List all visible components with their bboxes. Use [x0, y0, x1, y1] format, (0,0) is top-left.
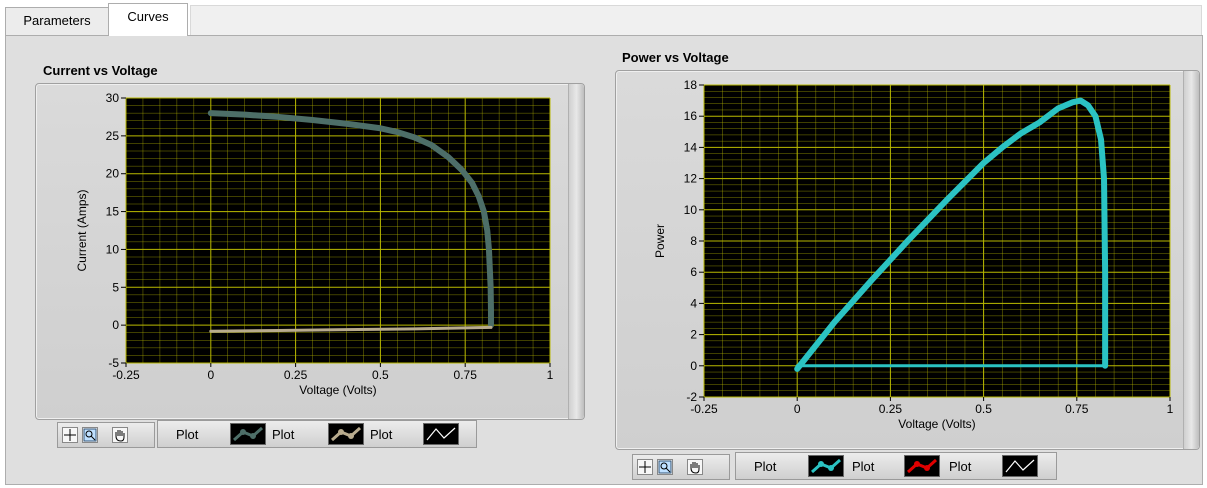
plot-style-teal-icon[interactable] — [230, 423, 266, 445]
tab-strip-background — [190, 5, 1202, 37]
iv-graph-frame — [35, 83, 585, 420]
iv-plot-legend: Plot Plot Plot — [157, 420, 477, 448]
iv-legend-label-1: Plot — [176, 427, 199, 442]
pv-graph-frame-rail — [1183, 71, 1199, 449]
pan-hand-icon[interactable] — [687, 459, 703, 475]
plot-style-line-icon[interactable] — [423, 423, 459, 445]
iv-legend-label-3: Plot — [370, 427, 393, 442]
iv-graph-frame-rail — [568, 84, 584, 419]
tab-curves[interactable]: Curves — [108, 3, 188, 36]
pv-legend-label-1: Plot — [754, 459, 777, 474]
plot-style-line-icon[interactable] — [1002, 455, 1038, 477]
iv-graph-title: Current vs Voltage — [43, 63, 158, 78]
pv-legend-label-3: Plot — [949, 459, 972, 474]
tab-parameters[interactable]: Parameters — [5, 7, 109, 35]
pv-plot-legend: Plot Plot Plot — [735, 452, 1057, 480]
cursor-move-icon[interactable] — [62, 427, 78, 443]
plot-style-cyan-icon[interactable] — [808, 455, 844, 477]
pv-graph-palette — [632, 454, 730, 480]
zoom-icon[interactable] — [82, 427, 98, 443]
plot-style-tan-icon[interactable] — [328, 423, 364, 445]
pv-graph-title: Power vs Voltage — [622, 50, 729, 65]
iv-graph-palette — [57, 422, 155, 448]
pv-legend-label-2: Plot — [852, 459, 875, 474]
plot-style-red-icon[interactable] — [904, 455, 940, 477]
pv-graph-frame — [615, 70, 1200, 450]
iv-legend-label-2: Plot — [272, 427, 295, 442]
cursor-move-icon[interactable] — [637, 459, 653, 475]
zoom-icon[interactable] — [657, 459, 673, 475]
pan-hand-icon[interactable] — [112, 427, 128, 443]
tab-bar: Parameters Curves — [0, 0, 1207, 40]
